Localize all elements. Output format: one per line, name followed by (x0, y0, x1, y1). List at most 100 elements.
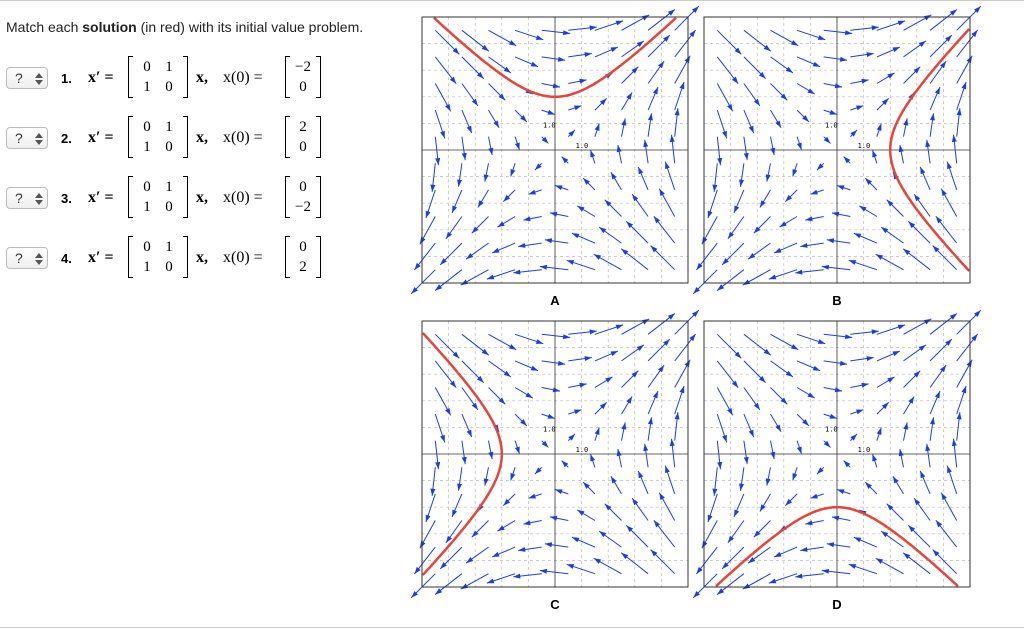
arrow-head (483, 174, 489, 182)
arrow-head (717, 157, 723, 166)
arrow-head (488, 451, 494, 460)
matrix-entry: 1 (165, 118, 173, 135)
arrow-head (544, 238, 553, 244)
arrow-head (807, 88, 815, 95)
solution-curve (888, 28, 971, 272)
arrow-head (663, 35, 670, 42)
arrow-head (503, 194, 511, 202)
arrow-head (643, 139, 649, 148)
tick-label: 1.0 (576, 142, 589, 150)
arrow-head (939, 61, 947, 69)
arrow-head (742, 583, 751, 590)
arrow-head (731, 380, 739, 388)
arrow-head (659, 188, 665, 197)
bracket (285, 236, 290, 278)
answer-select[interactable]: ? (6, 127, 48, 149)
arrow-head (535, 339, 544, 344)
arrow-head (430, 488, 436, 496)
problem-number: 1. (61, 71, 72, 86)
arrow-head (823, 440, 831, 448)
arrow-head (471, 98, 478, 106)
arrow-head (759, 200, 766, 208)
arrow-head (875, 558, 884, 564)
arrow-head (707, 514, 713, 523)
arrow-head (734, 205, 740, 213)
arrow-head (631, 66, 639, 74)
matrix-entry: 0 (143, 178, 151, 195)
arrow-head (594, 123, 600, 131)
arrow-head (947, 465, 952, 474)
arrow-head (657, 61, 665, 69)
arrow-head (659, 492, 665, 501)
arrow-head (663, 339, 670, 346)
arrow-head (848, 564, 857, 569)
bracket (183, 176, 188, 218)
arrow-head (535, 35, 544, 40)
arrow-head (913, 370, 921, 378)
arrow-head (816, 467, 824, 475)
arrow-head (425, 514, 431, 523)
arrow-head (692, 6, 699, 13)
arrow-head (807, 392, 815, 399)
arrow-head (632, 498, 639, 506)
arrow-head (923, 318, 932, 325)
tick-label: 1.0 (543, 121, 556, 129)
arrow-head (544, 542, 553, 548)
arrow-head (934, 391, 940, 399)
bracket (183, 116, 188, 158)
problem-number: 2. (61, 131, 72, 146)
arrow-head (669, 134, 675, 143)
arrow-head (549, 515, 558, 521)
problem-row: ? 1. x′ = 0 1 1 0 x, x(0) = −2 0 (6, 53, 406, 103)
arrow-head (566, 564, 575, 569)
arrow-head (476, 375, 484, 383)
solution-curve (715, 505, 959, 588)
arrow-head (722, 258, 729, 265)
answer-select[interactable]: ? (6, 187, 48, 209)
tick-label: 1.0 (858, 142, 871, 150)
arrow-head (856, 105, 864, 111)
equation-lhs: x′ = (88, 129, 114, 146)
arrow-head (514, 446, 520, 454)
matrix-entry: 1 (143, 138, 151, 155)
arrow-head (641, 318, 650, 325)
arrow-head (605, 376, 613, 383)
arrow-head (626, 525, 634, 533)
matrix-entry: 1 (165, 238, 173, 255)
vector-cells: 0 −2 (290, 176, 316, 218)
arrow-head (486, 274, 495, 280)
arrow-head (561, 156, 569, 164)
arrow-head (866, 52, 874, 58)
problem-number: 3. (61, 191, 72, 206)
arrow-head (956, 108, 962, 116)
arrow-head (653, 216, 661, 224)
prompt: Match each solution (in red) with its in… (6, 19, 363, 35)
tick-label: 1.0 (825, 121, 838, 129)
arrow-head (503, 66, 511, 73)
answer-select[interactable]: ? (6, 247, 48, 269)
problem-number: 4. (61, 251, 72, 266)
arrow-head (913, 66, 921, 74)
arrow-head (452, 509, 458, 517)
arrow-head (701, 236, 708, 245)
arrow-head (460, 583, 469, 590)
arrow-head (610, 47, 618, 53)
select-value: ? (15, 250, 23, 266)
arrow-head (785, 194, 793, 202)
arrow-head (547, 109, 555, 115)
answer-select[interactable]: ? (6, 67, 48, 89)
arrow-head (908, 525, 916, 533)
arrow-head (610, 476, 617, 484)
bracket (128, 116, 133, 158)
problem-row: ? 3. x′ = 0 1 1 0 x, x(0) = 0 −2 (6, 173, 406, 223)
plot-frame (703, 320, 971, 588)
arrow-head (935, 216, 943, 224)
arrow-head (471, 402, 478, 410)
arrow-head (817, 339, 826, 344)
arrow-head (743, 456, 749, 465)
arrow-head (466, 556, 474, 564)
arrow-head (457, 483, 463, 491)
